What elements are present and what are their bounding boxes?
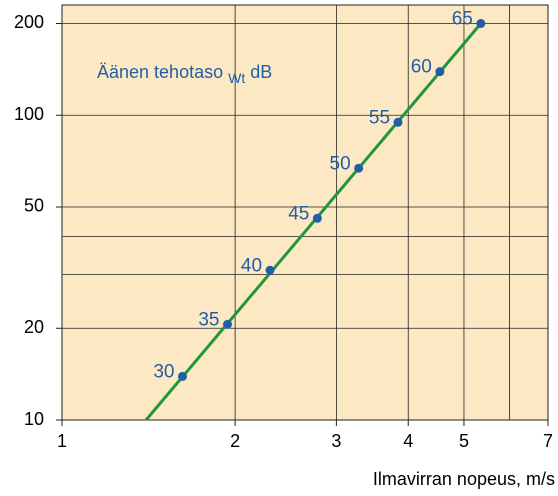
x-tick-label: 7 [543, 431, 553, 451]
point-label: 30 [153, 361, 174, 382]
point-label: 65 [452, 9, 473, 30]
x-tick-label: 1 [57, 431, 67, 451]
point-label: 35 [198, 309, 219, 330]
point-label: 60 [411, 57, 432, 78]
annotation-part: Wt [228, 70, 245, 86]
data-point [223, 319, 233, 329]
data-point [354, 163, 364, 173]
point-label: 40 [241, 255, 262, 276]
annotation-part: dB [250, 62, 272, 82]
data-point [312, 213, 322, 223]
x-tick-label: 4 [403, 431, 413, 451]
data-point [177, 371, 187, 381]
x-tick-label: 2 [230, 431, 240, 451]
data-point [265, 265, 275, 275]
point-label: 50 [330, 153, 351, 174]
y-tick-label: 50 [24, 196, 44, 216]
annotation: Äänen tehotaso Wt dB [97, 62, 272, 86]
y-tick-label: 100 [14, 104, 44, 124]
fit-line [144, 22, 483, 421]
data-point [476, 18, 486, 28]
data-point [435, 67, 445, 77]
point-label: 55 [369, 107, 390, 128]
annotation-part: Äänen tehotaso [97, 62, 223, 82]
data-point [393, 117, 403, 127]
plot-background [62, 5, 548, 420]
y-tick-label: 10 [24, 409, 44, 429]
plot-frame [61, 4, 549, 421]
x-tick-label: 5 [459, 431, 469, 451]
x-axis-label: Ilmavirran nopeus, m/s [373, 469, 555, 489]
y-tick-label: 200 [14, 12, 44, 32]
y-tick-label: 20 [24, 317, 44, 337]
point-label: 45 [288, 203, 309, 224]
x-tick-label: 3 [331, 431, 341, 451]
